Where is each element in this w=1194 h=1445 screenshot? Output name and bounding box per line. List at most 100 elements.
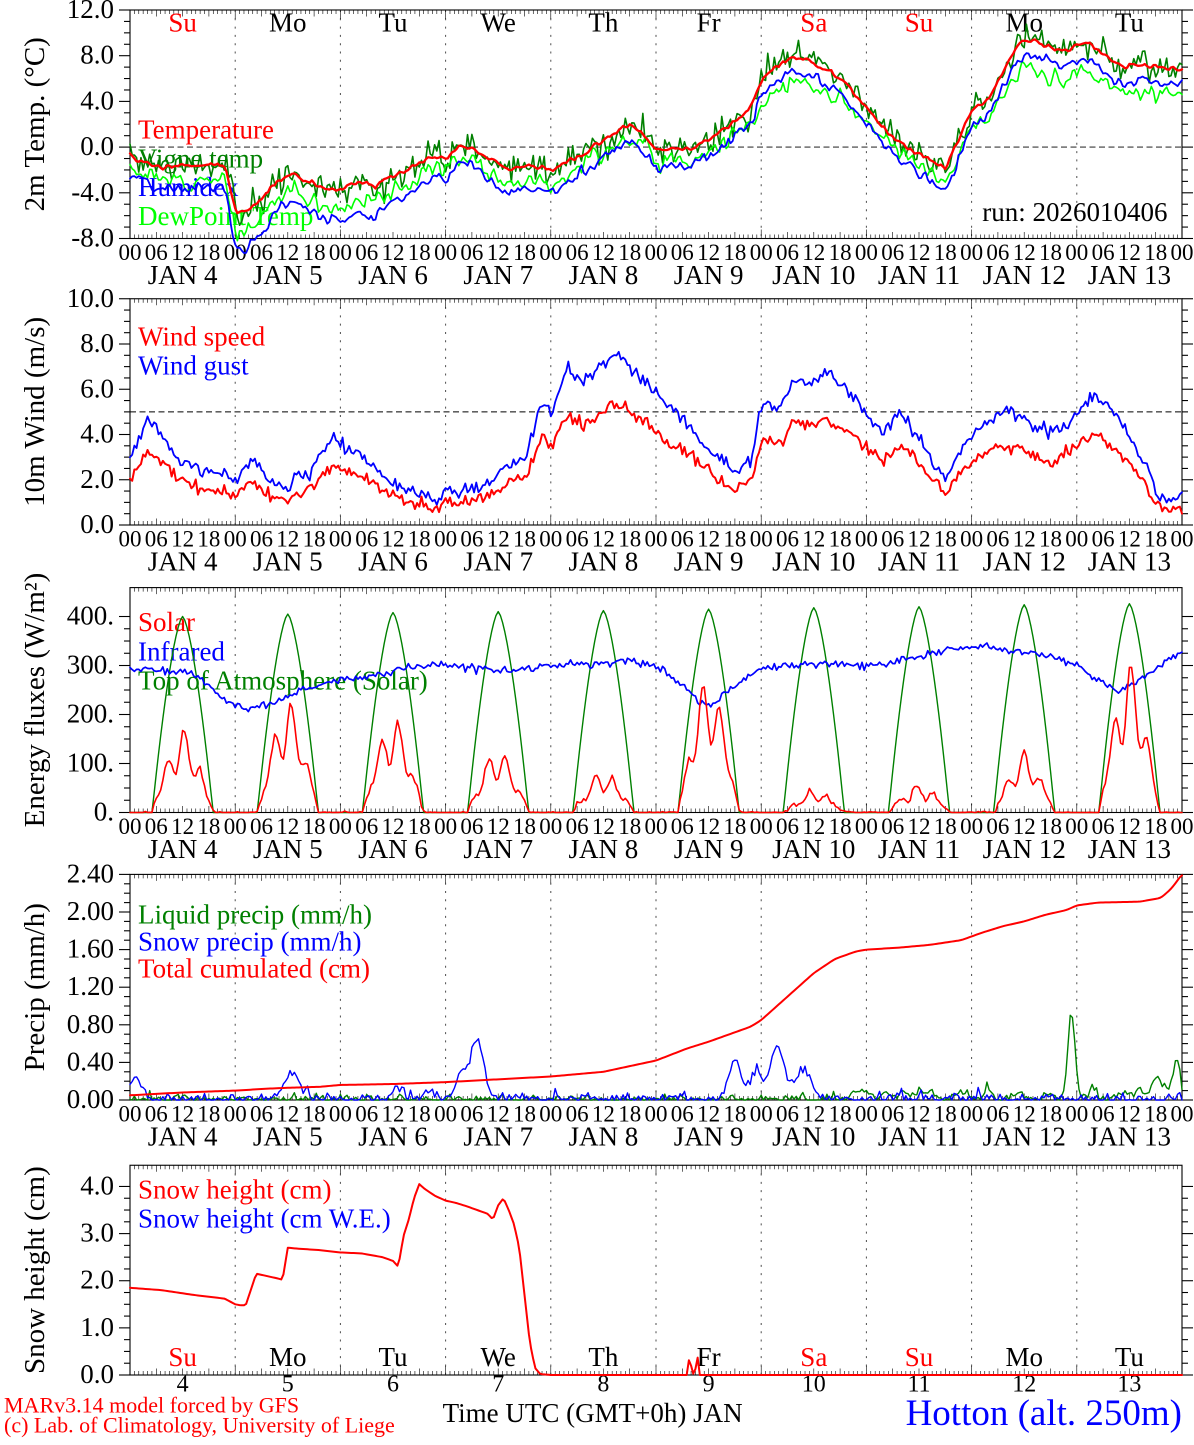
svg-text:1.0: 1.0 [80, 1312, 114, 1342]
svg-text:Total cumulated (cm): Total cumulated (cm) [138, 954, 370, 984]
svg-text:JAN 5: JAN 5 [253, 834, 323, 864]
svg-text:00: 00 [539, 814, 562, 839]
svg-text:Su: Su [168, 8, 197, 38]
svg-text:Tu: Tu [378, 8, 408, 38]
svg-text:6: 6 [387, 1372, 399, 1398]
svg-text:JAN 4: JAN 4 [148, 1122, 218, 1152]
svg-text:We: We [481, 8, 516, 38]
svg-text:00: 00 [539, 527, 562, 552]
svg-text:00: 00 [750, 240, 773, 265]
svg-text:Precip (mm/h): Precip (mm/h) [19, 903, 51, 1071]
svg-text:00: 00 [1065, 814, 1088, 839]
svg-text:0.40: 0.40 [67, 1046, 114, 1076]
svg-text:JAN 7: JAN 7 [463, 834, 533, 864]
svg-text:300.: 300. [67, 650, 114, 680]
svg-text:00: 00 [539, 240, 562, 265]
svg-text:0.: 0. [94, 797, 114, 827]
svg-text:3.0: 3.0 [80, 1218, 114, 1248]
svg-text:00: 00 [434, 527, 457, 552]
svg-text:0.80: 0.80 [67, 1009, 114, 1039]
svg-text:JAN 7: JAN 7 [463, 260, 533, 290]
svg-text:0.0: 0.0 [80, 1359, 114, 1389]
svg-text:12.0: 12.0 [67, 0, 114, 24]
svg-text:JAN 13: JAN 13 [1088, 834, 1171, 864]
svg-text:JAN 7: JAN 7 [463, 547, 533, 577]
svg-text:00: 00 [119, 527, 142, 552]
svg-text:JAN 9: JAN 9 [674, 260, 744, 290]
svg-text:Snow height (cm W.E.): Snow height (cm W.E.) [138, 1203, 391, 1233]
svg-text:0.0: 0.0 [80, 509, 114, 539]
svg-text:Tu: Tu [1115, 1342, 1145, 1372]
svg-text:-4.0: -4.0 [71, 177, 114, 207]
svg-text:00: 00 [329, 240, 352, 265]
svg-text:00: 00 [960, 240, 983, 265]
svg-text:JAN 13: JAN 13 [1088, 260, 1171, 290]
svg-text:Su: Su [905, 1342, 934, 1372]
svg-text:00: 00 [960, 814, 983, 839]
svg-text:10.0: 10.0 [67, 283, 114, 313]
svg-text:Infrared: Infrared [138, 636, 225, 666]
svg-text:Hotton (alt. 250m): Hotton (alt. 250m) [906, 1393, 1182, 1434]
svg-text:00: 00 [119, 240, 142, 265]
svg-text:JAN 9: JAN 9 [674, 1122, 744, 1152]
svg-text:JAN 9: JAN 9 [674, 834, 744, 864]
svg-text:2.0: 2.0 [80, 464, 114, 494]
svg-text:Solar: Solar [138, 607, 195, 637]
svg-text:JAN 12: JAN 12 [983, 1122, 1066, 1152]
svg-text:00: 00 [750, 814, 773, 839]
svg-text:-8.0: -8.0 [71, 223, 114, 253]
svg-text:Snow height (cm): Snow height (cm) [19, 1166, 51, 1374]
svg-text:00: 00 [750, 1102, 773, 1127]
svg-text:00: 00 [224, 527, 247, 552]
svg-text:00: 00 [960, 1102, 983, 1127]
svg-text:4.0: 4.0 [80, 419, 114, 449]
svg-text:00: 00 [224, 814, 247, 839]
svg-text:00: 00 [539, 1102, 562, 1127]
svg-text:00: 00 [119, 1102, 142, 1127]
svg-text:4.0: 4.0 [80, 1170, 114, 1200]
svg-text:2.40: 2.40 [67, 858, 114, 888]
svg-text:JAN 8: JAN 8 [569, 260, 639, 290]
svg-text:00: 00 [645, 1102, 668, 1127]
svg-text:00: 00 [119, 814, 142, 839]
svg-text:6.0: 6.0 [80, 373, 114, 403]
svg-text:We: We [481, 1342, 516, 1372]
svg-text:8.0: 8.0 [80, 40, 114, 70]
svg-text:00: 00 [750, 527, 773, 552]
svg-text:JAN 5: JAN 5 [253, 1122, 323, 1152]
svg-text:00: 00 [855, 240, 878, 265]
svg-text:Mo: Mo [1005, 1342, 1043, 1372]
svg-text:JAN 11: JAN 11 [878, 260, 960, 290]
svg-text:00: 00 [329, 1102, 352, 1127]
svg-text:00: 00 [434, 1102, 457, 1127]
svg-text:Wind gust: Wind gust [138, 350, 249, 380]
svg-text:2.00: 2.00 [67, 896, 114, 926]
svg-text:Su: Su [905, 8, 934, 38]
svg-text:JAN 8: JAN 8 [569, 834, 639, 864]
svg-text:JAN 6: JAN 6 [358, 834, 428, 864]
svg-text:2.0: 2.0 [80, 1265, 114, 1295]
svg-text:Energy fluxes (W/m²): Energy fluxes (W/m²) [19, 573, 51, 828]
svg-text:JAN 8: JAN 8 [569, 1122, 639, 1152]
svg-text:00: 00 [960, 527, 983, 552]
svg-text:JAN 13: JAN 13 [1088, 1122, 1171, 1152]
svg-text:JAN 6: JAN 6 [358, 547, 428, 577]
svg-text:Liquid precip (mm/h): Liquid precip (mm/h) [138, 899, 372, 929]
svg-text:JAN 12: JAN 12 [983, 547, 1066, 577]
svg-text:00: 00 [855, 527, 878, 552]
svg-text:JAN 9: JAN 9 [674, 547, 744, 577]
svg-text:Mo: Mo [1005, 8, 1043, 38]
svg-text:Time UTC (GMT+0h) JAN: Time UTC (GMT+0h) JAN [443, 1398, 743, 1428]
svg-text:JAN 4: JAN 4 [148, 834, 218, 864]
svg-text:Fr: Fr [697, 1342, 721, 1372]
svg-text:00: 00 [434, 240, 457, 265]
svg-text:JAN 6: JAN 6 [358, 260, 428, 290]
svg-text:Fr: Fr [697, 8, 721, 38]
svg-text:00: 00 [1171, 1102, 1194, 1127]
svg-text:00: 00 [855, 1102, 878, 1127]
svg-text:0.00: 0.00 [67, 1084, 114, 1114]
svg-text:JAN 11: JAN 11 [878, 834, 960, 864]
svg-text:1.60: 1.60 [67, 934, 114, 964]
svg-text:JAN 8: JAN 8 [569, 547, 639, 577]
svg-text:200.: 200. [67, 699, 114, 729]
